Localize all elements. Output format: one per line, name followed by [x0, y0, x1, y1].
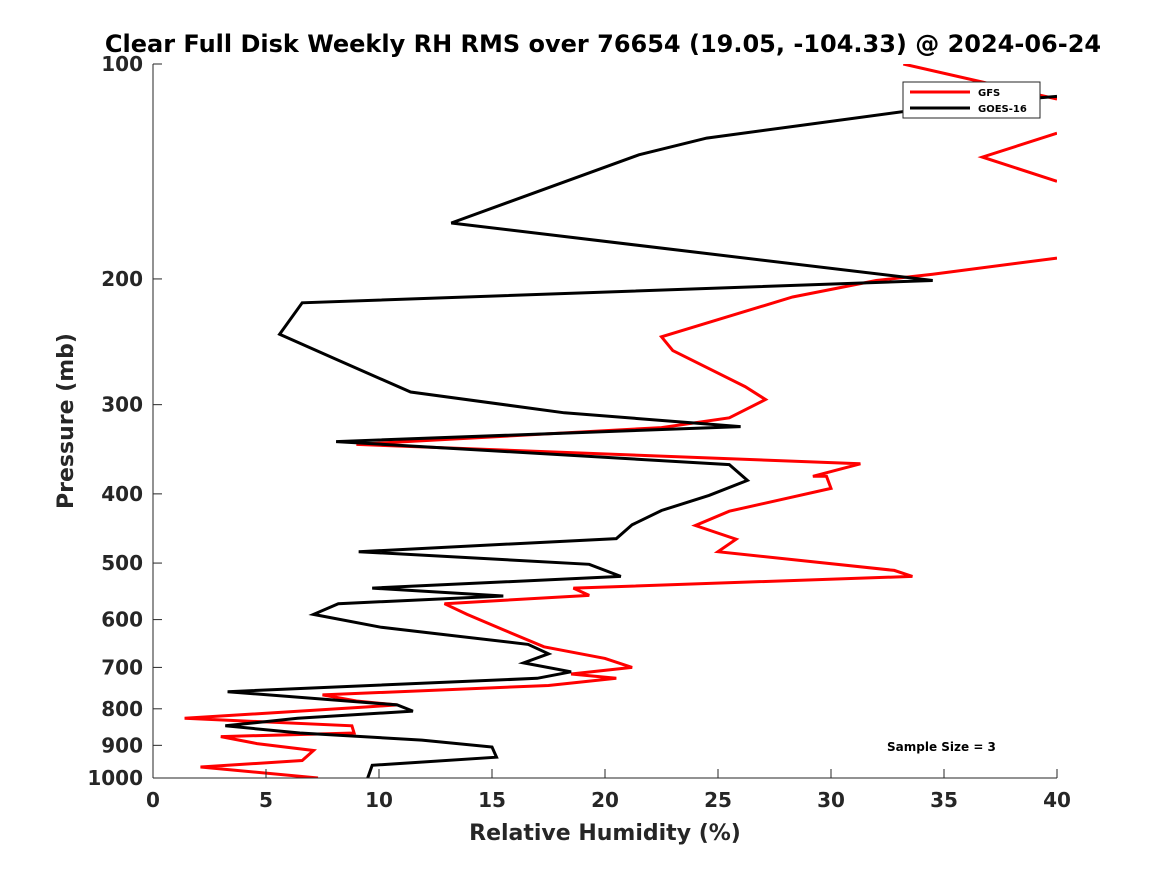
y-tick-label: 800 [101, 697, 143, 721]
y-tick-label: 200 [101, 267, 143, 291]
y-tick-label: 500 [101, 551, 143, 575]
y-tick-label: 400 [101, 482, 143, 506]
y-tick-label: 600 [101, 608, 143, 632]
y-tick-label: 1000 [87, 766, 143, 790]
x-tick-label: 5 [259, 788, 273, 812]
x-tick-label: 0 [146, 788, 160, 812]
series-line-gfs [184, 256, 1057, 778]
y-tick-label: 300 [101, 393, 143, 417]
series-line-goes16 [225, 94, 1057, 778]
chart-title: Clear Full Disk Weekly RH RMS over 76654… [105, 30, 1101, 58]
legend-label-gfs: GFS [978, 88, 1000, 99]
legend-box [902, 81, 1041, 119]
y-axis-label: Pressure (mb) [54, 333, 79, 509]
x-tick-label: 10 [365, 788, 393, 812]
plot-area: 0 5 10 15 20 25 30 35 40 100 200 300 400 500 600 700 800… [87, 52, 1071, 812]
x-tick-label: 20 [591, 788, 619, 812]
y-tick-label: 900 [101, 733, 143, 757]
x-tick-label: 15 [478, 788, 506, 812]
series-line-gfs [977, 131, 1057, 183]
legend: GFS GOES-16 [902, 81, 1041, 119]
y-tick-label: 100 [101, 52, 143, 76]
legend-label-goes16: GOES-16 [978, 104, 1027, 115]
x-axis-label: Relative Humidity (%) [469, 821, 741, 846]
x-tick-label: 30 [817, 788, 845, 812]
x-tick-label: 25 [704, 788, 732, 812]
sample-size-annotation: Sample Size = 3 [887, 740, 996, 754]
y-tick-label: 700 [101, 655, 143, 679]
x-tick-label: 35 [930, 788, 958, 812]
x-tick-label: 40 [1043, 788, 1071, 812]
